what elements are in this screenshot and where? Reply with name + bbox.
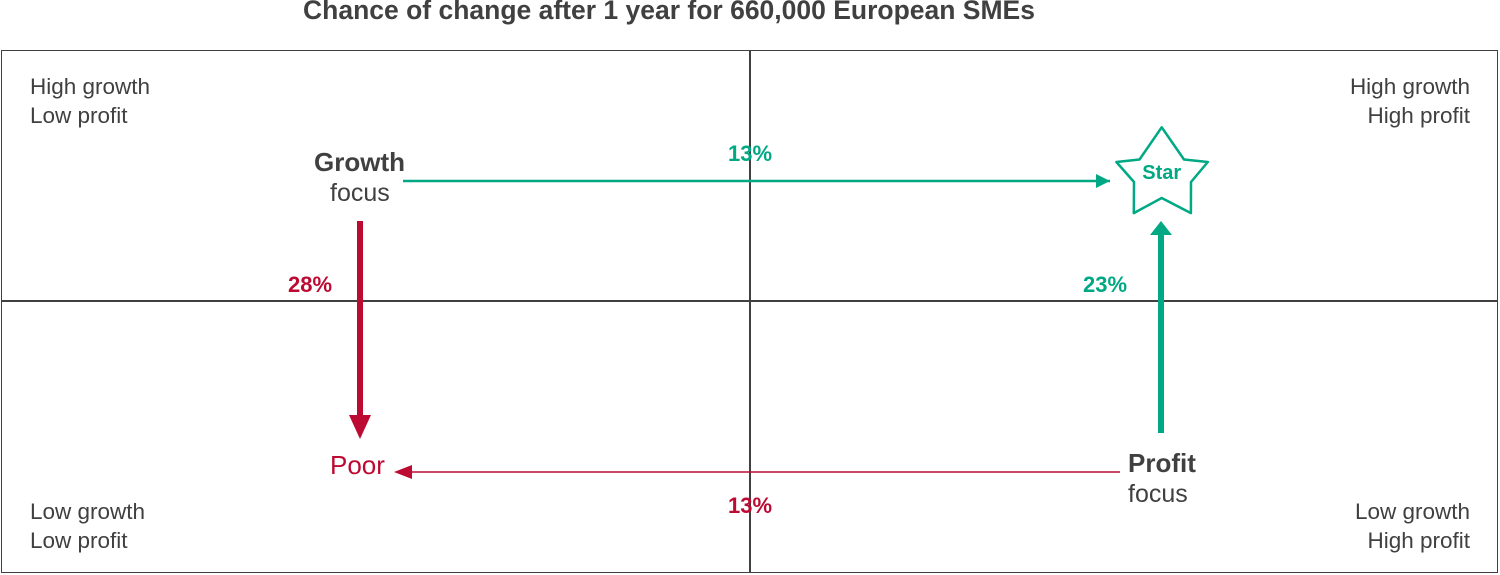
svg-text:13%: 13% — [728, 141, 772, 166]
svg-text:23%: 23% — [1083, 272, 1127, 297]
svg-text:28%: 28% — [288, 272, 332, 297]
svg-text:13%: 13% — [728, 493, 772, 518]
svg-text:Star: Star — [1142, 162, 1181, 184]
